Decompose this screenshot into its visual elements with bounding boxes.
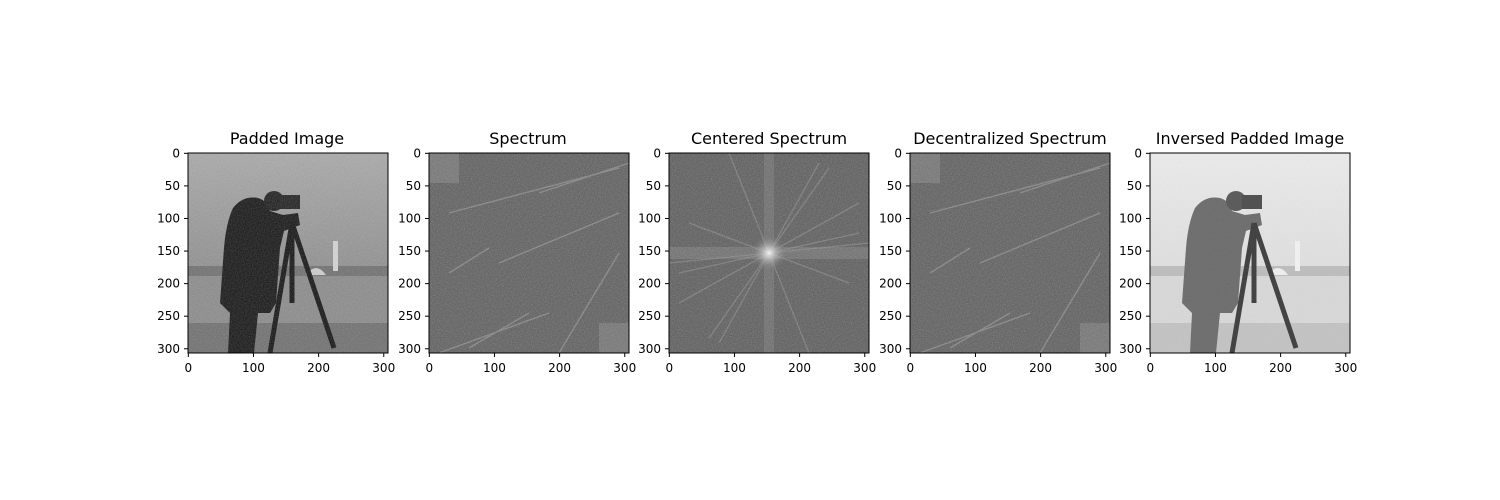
image-content [668, 152, 870, 354]
image-grain [1150, 153, 1350, 353]
panel-padded-image: Padded Image 0 50 100 150 200 250 300 0 100 200 3… [157, 129, 395, 375]
y-tick-label: 150 [879, 244, 902, 258]
x-tick-label: 300 [853, 361, 876, 375]
y-tick-label: 0 [172, 146, 180, 160]
x-axis: 0 100 200 300 [666, 353, 876, 375]
y-tick-label: 200 [1119, 277, 1142, 291]
y-tick-label: 50 [1127, 179, 1142, 193]
y-axis: 0 50 100 150 200 250 300 [398, 146, 429, 356]
panel-spectrum: Spectrum 0 50 100 150 200 250 300 0 100 200 300 [398, 129, 636, 375]
axes-frame [909, 152, 1111, 354]
y-tick-label: 100 [638, 211, 661, 225]
y-tick-label: 50 [646, 179, 661, 193]
y-tick-label: 100 [1119, 211, 1142, 225]
y-tick-label: 100 [879, 211, 902, 225]
x-tick-label: 200 [788, 361, 811, 375]
y-tick-label: 150 [157, 244, 180, 258]
image-content [910, 153, 1111, 354]
y-axis: 0 50 100 150 200 250 300 [1119, 146, 1150, 356]
panel-decentralized-spectrum: Decentralized Spectrum 0 50 100 150 200 250 30… [879, 129, 1117, 375]
axes-frame [187, 152, 389, 354]
y-tick-label: 200 [638, 277, 661, 291]
image-content [188, 153, 388, 354]
x-tick-label: 100 [723, 361, 746, 375]
y-tick-label: 100 [157, 211, 180, 225]
x-tick-label: 200 [548, 361, 571, 375]
image-grain [188, 153, 388, 353]
spectrum-grain [669, 153, 869, 353]
x-tick-label: 0 [185, 361, 193, 375]
x-tick-label: 0 [1147, 361, 1155, 375]
y-tick-label: 300 [638, 342, 661, 356]
panel-title: Inversed Padded Image [1156, 129, 1344, 148]
x-axis: 0 100 200 300 [426, 353, 636, 375]
y-tick-label: 0 [653, 146, 661, 160]
x-axis: 0 100 200 300 [185, 353, 395, 375]
y-tick-label: 250 [1119, 309, 1142, 323]
y-tick-label: 0 [1134, 146, 1142, 160]
y-axis: 0 50 100 150 200 250 300 [638, 146, 669, 356]
y-tick-label: 200 [157, 277, 180, 291]
y-axis: 0 50 100 150 200 250 300 [157, 146, 188, 356]
y-axis: 0 50 100 150 200 250 300 [879, 146, 910, 356]
axes-frame [1149, 152, 1351, 354]
axes-frame [668, 152, 870, 354]
x-tick-label: 100 [242, 361, 265, 375]
y-tick-label: 150 [398, 244, 421, 258]
panel-title: Spectrum [489, 129, 567, 148]
y-tick-label: 300 [157, 342, 180, 356]
x-tick-label: 200 [1269, 361, 1292, 375]
panel-title: Padded Image [230, 129, 344, 148]
panel-inversed-padded-image: Inversed Padded Image 0 50 100 150 200 250 300… [1119, 129, 1357, 375]
x-tick-label: 300 [613, 361, 636, 375]
x-tick-label: 200 [1029, 361, 1052, 375]
y-tick-label: 50 [165, 179, 180, 193]
y-tick-label: 300 [1119, 342, 1142, 356]
x-tick-label: 0 [907, 361, 915, 375]
spectrum-grain [429, 153, 629, 353]
y-tick-label: 0 [894, 146, 902, 160]
x-tick-label: 300 [1094, 361, 1117, 375]
x-tick-label: 0 [426, 361, 434, 375]
y-tick-label: 250 [398, 309, 421, 323]
x-tick-label: 200 [307, 361, 330, 375]
x-tick-label: 300 [372, 361, 395, 375]
y-tick-label: 250 [638, 309, 661, 323]
x-tick-label: 300 [1334, 361, 1357, 375]
x-tick-label: 0 [666, 361, 674, 375]
x-axis: 0 100 200 300 [907, 353, 1117, 375]
y-tick-label: 100 [398, 211, 421, 225]
y-tick-label: 150 [638, 244, 661, 258]
axes-frame [428, 152, 630, 354]
y-tick-label: 200 [398, 277, 421, 291]
image-content [429, 153, 630, 354]
y-tick-label: 150 [1119, 244, 1142, 258]
spectrum-grain [910, 153, 1110, 353]
panel-title: Centered Spectrum [691, 129, 847, 148]
y-tick-label: 50 [406, 179, 421, 193]
x-axis: 0 100 200 300 [1147, 353, 1357, 375]
x-tick-label: 100 [483, 361, 506, 375]
y-tick-label: 300 [398, 342, 421, 356]
y-tick-label: 50 [887, 179, 902, 193]
y-tick-label: 300 [879, 342, 902, 356]
y-tick-label: 0 [413, 146, 421, 160]
x-tick-label: 100 [1204, 361, 1227, 375]
panel-title: Decentralized Spectrum [913, 129, 1107, 148]
x-tick-label: 100 [964, 361, 987, 375]
panel-centered-spectrum: Centered Spectrum 0 50 100 150 200 250 300 0 10… [638, 129, 876, 375]
y-tick-label: 250 [157, 309, 180, 323]
y-tick-label: 200 [879, 277, 902, 291]
y-tick-label: 250 [879, 309, 902, 323]
image-content [1150, 153, 1350, 354]
